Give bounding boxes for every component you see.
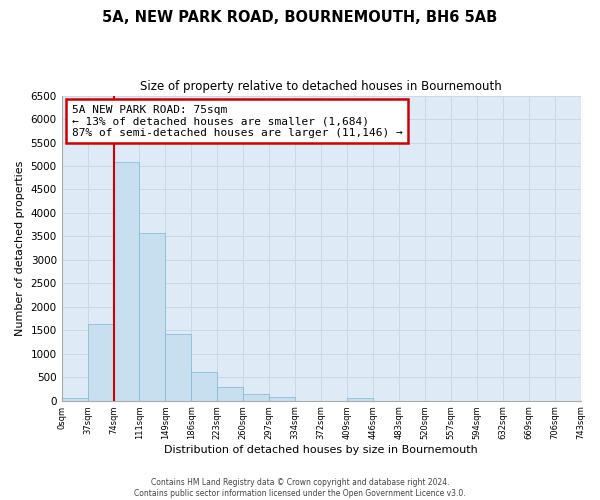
Bar [62, 398, 88, 400]
Bar [191, 372, 217, 400]
Text: 5A NEW PARK ROAD: 75sqm
← 13% of detached houses are smaller (1,684)
87% of semi: 5A NEW PARK ROAD: 75sqm ← 13% of detache… [72, 104, 403, 138]
Text: 5A, NEW PARK ROAD, BOURNEMOUTH, BH6 5AB: 5A, NEW PARK ROAD, BOURNEMOUTH, BH6 5AB [103, 10, 497, 25]
Text: Contains HM Land Registry data © Crown copyright and database right 2024.
Contai: Contains HM Land Registry data © Crown c… [134, 478, 466, 498]
Bar [139, 232, 166, 400]
Bar [243, 394, 269, 400]
Bar [347, 398, 373, 400]
Bar [217, 386, 243, 400]
Bar [166, 334, 191, 400]
X-axis label: Distribution of detached houses by size in Bournemouth: Distribution of detached houses by size … [164, 445, 478, 455]
Bar [88, 324, 113, 400]
Bar [113, 162, 139, 400]
Bar [269, 398, 295, 400]
Y-axis label: Number of detached properties: Number of detached properties [15, 160, 25, 336]
Title: Size of property relative to detached houses in Bournemouth: Size of property relative to detached ho… [140, 80, 502, 93]
